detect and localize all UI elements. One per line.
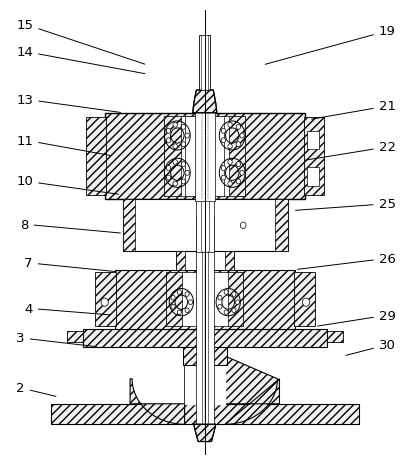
Circle shape xyxy=(236,125,241,130)
Bar xyxy=(201,37,208,91)
Circle shape xyxy=(177,310,181,315)
Circle shape xyxy=(236,143,241,147)
Circle shape xyxy=(232,292,236,297)
Circle shape xyxy=(185,134,190,139)
Bar xyxy=(166,272,182,327)
Text: 26: 26 xyxy=(297,252,396,270)
Text: 13: 13 xyxy=(16,94,120,113)
Circle shape xyxy=(218,305,222,309)
Text: 14: 14 xyxy=(16,46,145,75)
Bar xyxy=(164,117,245,196)
Bar xyxy=(185,117,224,196)
Circle shape xyxy=(166,176,171,181)
Text: 11: 11 xyxy=(16,134,110,156)
Circle shape xyxy=(224,310,228,315)
Circle shape xyxy=(236,180,241,185)
Bar xyxy=(83,329,327,347)
Circle shape xyxy=(228,181,232,187)
Circle shape xyxy=(173,160,177,165)
Circle shape xyxy=(240,171,244,176)
Circle shape xyxy=(181,143,186,147)
Text: 22: 22 xyxy=(306,141,396,161)
Bar xyxy=(225,252,234,270)
Text: 8: 8 xyxy=(20,218,120,233)
Circle shape xyxy=(166,166,171,171)
Circle shape xyxy=(221,166,226,171)
Circle shape xyxy=(185,171,190,176)
Polygon shape xyxy=(185,357,225,404)
Circle shape xyxy=(228,144,232,150)
Circle shape xyxy=(173,144,177,150)
Circle shape xyxy=(185,292,189,297)
Bar xyxy=(95,272,116,327)
Circle shape xyxy=(166,129,171,134)
Text: 30: 30 xyxy=(346,338,396,356)
Bar xyxy=(199,37,211,91)
Bar xyxy=(115,270,295,329)
Text: 15: 15 xyxy=(16,19,145,65)
Text: 21: 21 xyxy=(312,100,396,120)
Circle shape xyxy=(240,134,244,139)
Circle shape xyxy=(171,305,175,309)
Bar xyxy=(307,168,318,186)
Circle shape xyxy=(173,181,177,187)
Circle shape xyxy=(221,138,226,144)
Polygon shape xyxy=(194,424,216,442)
Bar xyxy=(195,111,215,202)
Bar xyxy=(304,118,324,195)
Circle shape xyxy=(189,300,193,305)
Text: 7: 7 xyxy=(24,257,117,272)
Bar xyxy=(307,131,318,150)
Bar xyxy=(228,272,243,327)
Bar xyxy=(176,252,185,270)
Bar xyxy=(229,117,245,196)
Bar xyxy=(86,118,106,195)
Circle shape xyxy=(173,123,177,128)
Text: 25: 25 xyxy=(295,198,396,211)
Text: 4: 4 xyxy=(24,302,110,315)
Circle shape xyxy=(181,180,186,185)
Bar xyxy=(196,218,214,424)
Circle shape xyxy=(221,176,226,181)
Bar xyxy=(276,200,288,252)
Circle shape xyxy=(302,299,310,307)
Circle shape xyxy=(232,308,236,313)
Bar xyxy=(176,252,234,270)
Text: 19: 19 xyxy=(265,25,396,65)
Polygon shape xyxy=(130,357,279,424)
Text: 3: 3 xyxy=(16,332,96,347)
Circle shape xyxy=(228,123,232,128)
Bar xyxy=(164,117,180,196)
Circle shape xyxy=(236,163,241,167)
Circle shape xyxy=(221,129,226,134)
Circle shape xyxy=(224,290,228,295)
Bar xyxy=(105,113,305,200)
Polygon shape xyxy=(193,91,217,113)
Bar xyxy=(183,347,227,365)
Text: 10: 10 xyxy=(16,175,119,195)
Bar xyxy=(67,332,83,343)
Text: 2: 2 xyxy=(16,382,56,396)
Text: 29: 29 xyxy=(318,309,396,326)
Circle shape xyxy=(228,160,232,165)
Bar xyxy=(196,199,214,253)
Circle shape xyxy=(171,296,175,300)
Circle shape xyxy=(166,138,171,144)
Circle shape xyxy=(101,299,108,307)
Bar xyxy=(123,200,288,252)
Bar xyxy=(327,332,343,343)
Bar xyxy=(294,272,315,327)
Circle shape xyxy=(181,163,186,167)
Circle shape xyxy=(218,296,222,300)
Bar xyxy=(123,200,135,252)
Circle shape xyxy=(235,300,239,305)
Bar xyxy=(166,272,243,327)
Bar xyxy=(51,404,359,424)
Circle shape xyxy=(181,125,186,130)
Circle shape xyxy=(185,308,189,313)
Circle shape xyxy=(177,290,181,295)
